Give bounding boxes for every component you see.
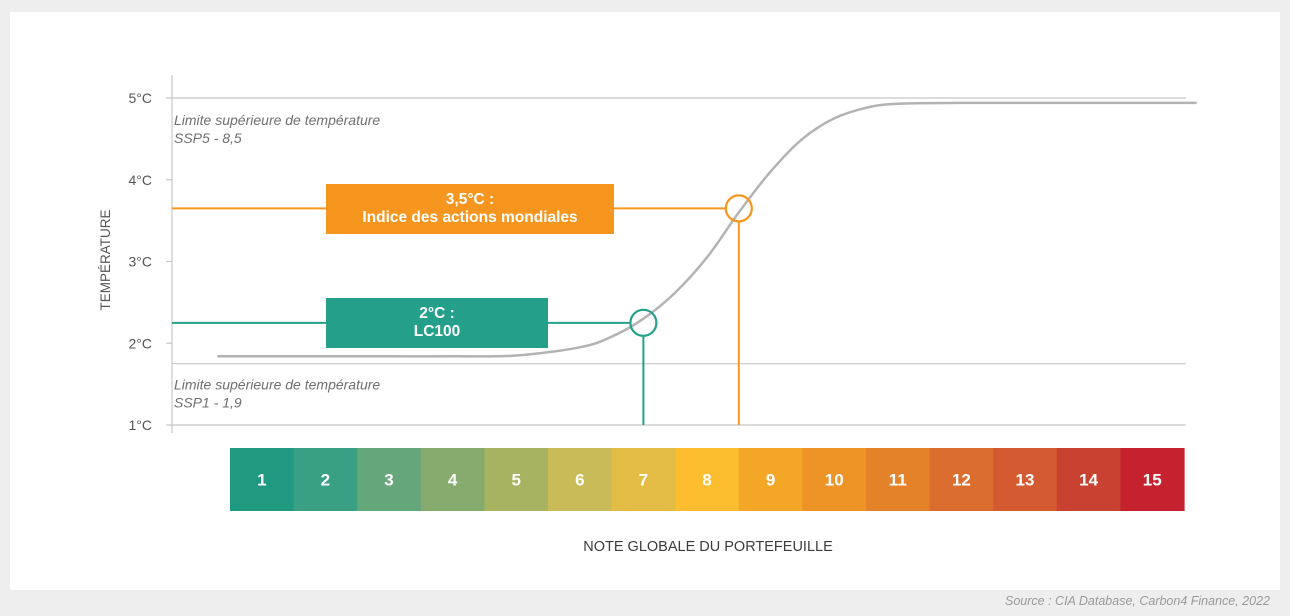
- scale-cell-label: 14: [1079, 471, 1098, 490]
- scale-cell: [675, 448, 740, 511]
- reference-label: Limite supérieure de température: [174, 377, 380, 393]
- scale-cell-label: 1: [257, 471, 266, 490]
- scale-cell: [420, 448, 485, 511]
- y-tick-label: 5°C: [129, 90, 153, 106]
- scale-cell: [738, 448, 803, 511]
- marker-circle: [724, 194, 753, 223]
- scale-cell-label: 5: [511, 471, 520, 490]
- y-tick-label: 4°C: [129, 172, 153, 188]
- y-tick-label: 3°C: [129, 254, 153, 270]
- marker-circle: [629, 308, 658, 337]
- x-axis-title: NOTE GLOBALE DU PORTEFEUILLE: [583, 539, 833, 555]
- reference-label: SSP5 - 8,5: [174, 130, 242, 146]
- marker-label-box: [326, 298, 548, 348]
- scale-cell-label: 13: [1016, 471, 1035, 490]
- scale-cell: [929, 448, 994, 511]
- y-tick-label: 1°C: [129, 417, 153, 433]
- marker-label-text: Indice des actions mondiales: [362, 209, 577, 226]
- scale-cell: [230, 448, 295, 511]
- scale-cell: [1120, 448, 1185, 511]
- reference-label: Limite supérieure de température: [174, 112, 380, 128]
- scale-cell: [548, 448, 613, 511]
- marker-label-text: LC100: [414, 323, 461, 340]
- scale-cell-label: 6: [575, 471, 584, 490]
- scale-cell: [866, 448, 931, 511]
- scale-cell-label: 15: [1143, 471, 1162, 490]
- scale-cell-label: 8: [702, 471, 711, 490]
- scale-cell: [357, 448, 422, 511]
- scale-cell-label: 2: [321, 471, 330, 490]
- scale-cell: [484, 448, 549, 511]
- y-axis-title: TEMPÉRATURE: [98, 209, 113, 310]
- y-tick-label: 2°C: [129, 335, 153, 351]
- scale-cell-label: 3: [384, 471, 393, 490]
- scale-cell-label: 12: [952, 471, 971, 490]
- scale-cell-label: 9: [766, 471, 775, 490]
- temperature-curve: [217, 101, 1197, 358]
- scale-cell: [293, 448, 358, 511]
- marker-label-text: 3,5°C :: [446, 191, 494, 208]
- scale-cell: [611, 448, 676, 511]
- marker-label-box: [326, 184, 614, 234]
- scale-cell-label: 11: [889, 471, 907, 490]
- scale-cell: [993, 448, 1058, 511]
- scale-cell-label: 7: [639, 471, 648, 490]
- scale-cell: [802, 448, 867, 511]
- source-note: Source : CIA Database, Carbon4 Finance, …: [1005, 594, 1270, 608]
- scale-cell-label: 10: [825, 471, 844, 490]
- scale-cell-label: 4: [448, 471, 458, 490]
- scale-cell: [1056, 448, 1121, 511]
- marker-label-text: 2°C :: [419, 305, 454, 322]
- reference-label: SSP1 - 1,9: [174, 395, 242, 411]
